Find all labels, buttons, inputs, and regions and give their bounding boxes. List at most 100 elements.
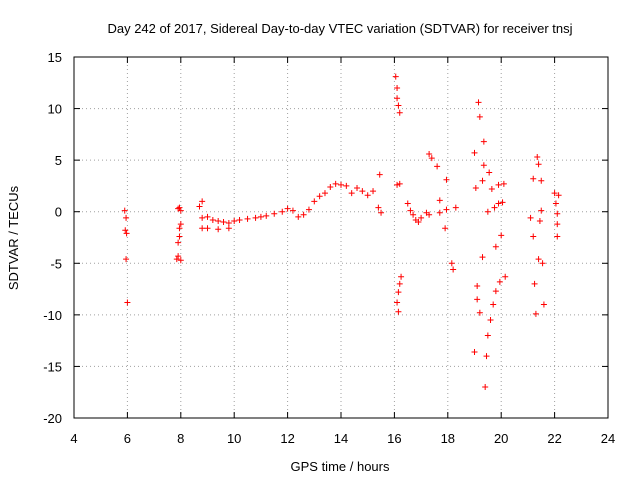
plot-frame: [73, 56, 609, 419]
data-point: [535, 161, 542, 168]
data-point: [442, 225, 449, 232]
data-point: [531, 280, 538, 287]
data-point: [502, 273, 509, 280]
x-tick-label: 8: [177, 431, 184, 446]
data-point: [418, 214, 425, 221]
data-point: [480, 162, 487, 169]
data-point: [300, 211, 307, 218]
data-point: [448, 260, 455, 267]
data-point: [354, 184, 361, 191]
data-point: [396, 109, 403, 116]
data-point: [552, 200, 559, 207]
data-point: [396, 280, 403, 287]
x-tick-label: 10: [227, 431, 241, 446]
y-tick-label: -5: [50, 256, 62, 271]
data-point: [364, 192, 371, 199]
data-point: [348, 190, 355, 197]
data-point: [436, 197, 443, 204]
x-tick-label: 4: [70, 431, 77, 446]
data-point: [263, 212, 270, 219]
data-point: [555, 192, 562, 199]
data-point: [124, 299, 131, 306]
data-point: [415, 219, 422, 226]
data-point: [471, 149, 478, 156]
data-point: [204, 225, 211, 232]
data-point: [327, 183, 334, 190]
data-point: [343, 182, 350, 189]
data-point: [209, 216, 216, 223]
data-point: [215, 217, 222, 224]
data-point: [443, 176, 450, 183]
data-point: [398, 273, 405, 280]
data-point: [532, 310, 539, 317]
data-point: [176, 233, 183, 240]
x-tick-label: 24: [601, 431, 615, 446]
x-tick-label: 18: [441, 431, 455, 446]
data-point: [434, 163, 441, 170]
data-point: [122, 227, 129, 234]
data-point: [428, 155, 435, 162]
data-point: [173, 256, 180, 263]
data-point: [252, 214, 259, 221]
data-point: [376, 171, 383, 178]
data-point: [488, 186, 495, 193]
data-point: [199, 198, 206, 205]
data-point: [394, 95, 401, 102]
data-point: [540, 301, 547, 308]
data-point: [279, 208, 286, 215]
data-point: [284, 205, 291, 212]
data-point: [305, 206, 312, 213]
y-tick-label: 15: [48, 50, 62, 65]
data-point: [527, 214, 534, 221]
data-point: [554, 221, 561, 228]
data-point: [530, 175, 537, 182]
data-point: [484, 332, 491, 339]
data-point: [404, 200, 411, 207]
data-point: [396, 180, 403, 187]
data-point: [551, 190, 558, 197]
gridlines: [74, 57, 608, 418]
data-point: [538, 177, 545, 184]
y-tick-label: 0: [55, 205, 62, 220]
x-tick-label: 20: [494, 431, 508, 446]
data-point: [175, 253, 182, 260]
data-point: [554, 233, 561, 240]
data-point: [535, 256, 542, 263]
data-point: [479, 254, 486, 261]
y-axis-label: SDTVAR / TECUs: [6, 185, 21, 290]
data-point: [176, 225, 183, 232]
data-point: [215, 226, 222, 233]
data-point: [271, 210, 278, 217]
data-point: [490, 301, 497, 308]
data-point: [123, 214, 130, 221]
data-point: [443, 206, 450, 213]
data-point: [225, 220, 232, 227]
data-point: [257, 213, 264, 220]
data-point: [289, 207, 296, 214]
data-point: [410, 211, 417, 218]
data-point: [204, 213, 211, 220]
data-point: [199, 214, 206, 221]
data-point: [499, 199, 506, 206]
y-tick-label: 5: [55, 153, 62, 168]
data-point: [472, 184, 479, 191]
x-tick-label: 22: [547, 431, 561, 446]
data-point: [475, 99, 482, 106]
data-point: [539, 260, 546, 267]
data-point: [452, 204, 459, 211]
data-point: [199, 225, 206, 232]
data-point: [538, 207, 545, 214]
y-tick-label: -20: [43, 411, 62, 426]
data-point: [471, 348, 478, 355]
x-tick-label: 12: [280, 431, 294, 446]
data-point: [474, 296, 481, 303]
data-point: [394, 299, 401, 306]
y-tick-label: 10: [48, 102, 62, 117]
data-point: [486, 169, 493, 176]
data-point: [359, 188, 366, 195]
data-point: [480, 138, 487, 145]
chart-title: Day 242 of 2017, Sidereal Day-to-day VTE…: [107, 21, 572, 36]
data-point: [474, 282, 481, 289]
axis-ticks: 4 6 8 10 12 14 16 18 20 22 24 -20 -15 -10 -5 0 5 10 15: [43, 50, 615, 446]
